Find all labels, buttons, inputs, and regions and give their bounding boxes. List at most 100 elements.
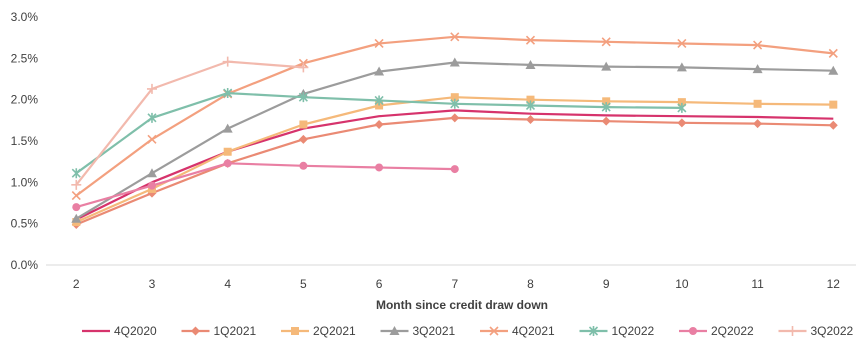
series — [71, 113, 838, 229]
data-point — [223, 159, 232, 168]
data-point — [525, 100, 536, 111]
legend-label: 2Q2022 — [711, 324, 754, 338]
series-line — [75, 109, 834, 221]
x-axis-title: Month since credit draw down — [376, 298, 548, 312]
data-point — [489, 326, 499, 336]
series — [75, 109, 834, 221]
legend-item: 4Q2021 — [480, 324, 555, 338]
y-tick-label: 0.0% — [11, 258, 39, 272]
data-point — [374, 66, 385, 76]
data-point — [71, 213, 82, 223]
data-point — [752, 64, 763, 74]
legend-item: 2Q2022 — [679, 324, 754, 338]
data-point — [298, 62, 309, 73]
legend-item: 2Q2021 — [281, 324, 356, 338]
data-point — [223, 147, 232, 156]
data-point — [147, 112, 157, 123]
legend-item: 1Q2022 — [579, 324, 655, 338]
data-point — [450, 113, 460, 123]
y-tick-label: 1.5% — [11, 134, 39, 148]
x-tick-label: 4 — [224, 277, 231, 291]
data-point — [525, 59, 536, 69]
data-point — [677, 98, 686, 107]
data-point — [374, 95, 384, 106]
series — [71, 88, 687, 179]
data-point — [602, 97, 611, 106]
data-point — [828, 120, 838, 130]
x-tick-label: 8 — [527, 277, 534, 291]
data-point — [525, 35, 536, 45]
legend-label: 1Q2021 — [214, 324, 257, 338]
x-axis-tick-labels: 2 3 4 5 6 7 8 9 10 11 12 — [73, 277, 840, 291]
data-point — [677, 102, 687, 113]
data-point — [753, 119, 763, 129]
legend-item: 4Q2020 — [82, 324, 157, 338]
data-point — [223, 88, 233, 99]
data-point — [676, 62, 687, 72]
data-point — [601, 61, 612, 71]
data-point — [526, 95, 535, 104]
data-point — [449, 57, 460, 67]
data-point — [146, 168, 157, 178]
x-tick-label: 12 — [827, 277, 841, 291]
data-point — [677, 118, 687, 128]
y-tick-label: 3.0% — [11, 10, 39, 24]
legend-label: 4Q2021 — [512, 324, 555, 338]
data-point — [72, 203, 81, 212]
series — [71, 57, 839, 223]
data-point — [389, 326, 400, 335]
data-point — [222, 123, 233, 133]
data-point — [525, 115, 535, 125]
data-point — [450, 165, 459, 174]
data-point — [71, 190, 81, 201]
data-point — [601, 102, 611, 113]
data-point — [147, 134, 157, 144]
data-point — [828, 48, 838, 58]
x-tick-label: 7 — [451, 277, 458, 291]
legend-item: 3Q2021 — [380, 324, 456, 338]
series-line — [75, 162, 455, 209]
series — [72, 93, 838, 227]
data-point — [222, 56, 233, 67]
legend-label: 3Q2022 — [811, 324, 854, 338]
data-point — [191, 326, 200, 336]
y-axis-tick-labels: 0.0% 0.5% 1.0% 1.5% 2.0% 2.5% 3.0% — [11, 10, 39, 272]
legend-label: 4Q2020 — [114, 324, 157, 338]
data-point — [374, 119, 384, 129]
data-point — [677, 38, 687, 49]
data-point — [71, 179, 82, 190]
x-tick-label: 11 — [751, 277, 764, 291]
series-line — [75, 60, 304, 186]
data-point — [450, 93, 459, 102]
data-point — [601, 37, 611, 47]
series-layer — [71, 32, 839, 229]
x-tick-label: 9 — [603, 277, 610, 291]
data-point — [146, 83, 157, 94]
data-point — [689, 327, 697, 335]
y-tick-label: 2.0% — [11, 93, 39, 107]
legend-item: 3Q2022 — [778, 324, 854, 338]
data-point — [299, 161, 308, 170]
data-point — [828, 65, 839, 75]
y-tick-label: 1.0% — [11, 175, 39, 189]
data-point — [588, 326, 599, 336]
data-point — [374, 38, 384, 49]
data-point — [753, 99, 762, 108]
x-tick-label: 2 — [73, 277, 80, 291]
legend-label: 2Q2021 — [313, 324, 356, 338]
data-point — [787, 326, 798, 336]
x-tick-label: 10 — [675, 277, 689, 291]
series — [72, 159, 459, 212]
legend-item: 1Q2021 — [181, 324, 257, 338]
x-tick-label: 3 — [149, 277, 156, 291]
data-point — [375, 163, 384, 172]
series-line — [75, 61, 834, 220]
y-tick-label: 2.5% — [11, 51, 39, 65]
data-point — [601, 116, 611, 126]
data-point — [450, 32, 460, 42]
data-point — [147, 181, 156, 190]
data-point — [298, 134, 308, 144]
legend-label: 1Q2022 — [612, 324, 655, 338]
x-tick-label: 6 — [376, 277, 383, 291]
